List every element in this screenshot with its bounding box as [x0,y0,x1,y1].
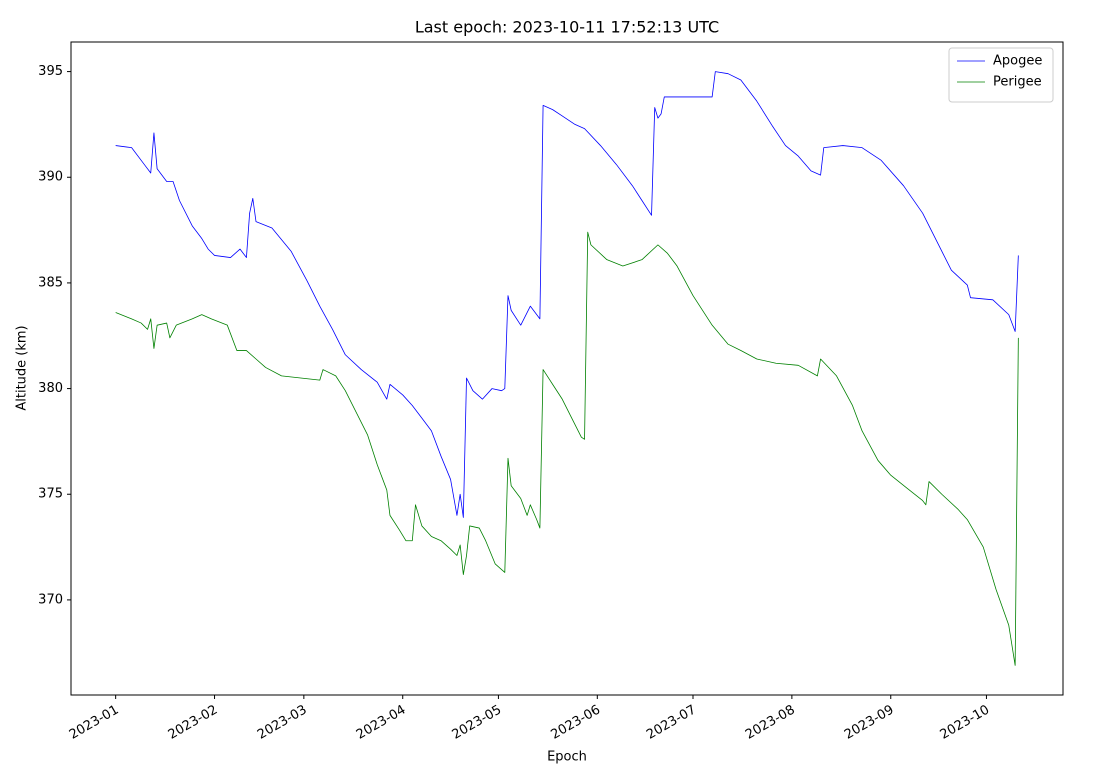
y-tick-label: 370 [38,592,63,607]
y-tick-label: 385 [38,275,63,290]
legend-label: Perigee [993,75,1042,90]
series-line [115,231,1019,666]
y-tick-label: 395 [38,64,63,79]
y-tick-label: 380 [38,381,63,396]
y-tick-label: 375 [38,487,63,502]
y-axis-label: Altitude (km) [15,325,30,410]
chart-title: Last epoch: 2023-10-11 17:52:13 UTC [415,18,719,37]
legend: Apogee Perigee [948,47,1054,103]
legend-frame [948,47,1054,103]
series-line [115,71,1019,518]
y-tick-label: 390 [38,170,63,185]
legend-label: Apogee [993,54,1042,69]
x-axis-label: Epoch [547,750,587,765]
plot-frame [70,41,1064,696]
